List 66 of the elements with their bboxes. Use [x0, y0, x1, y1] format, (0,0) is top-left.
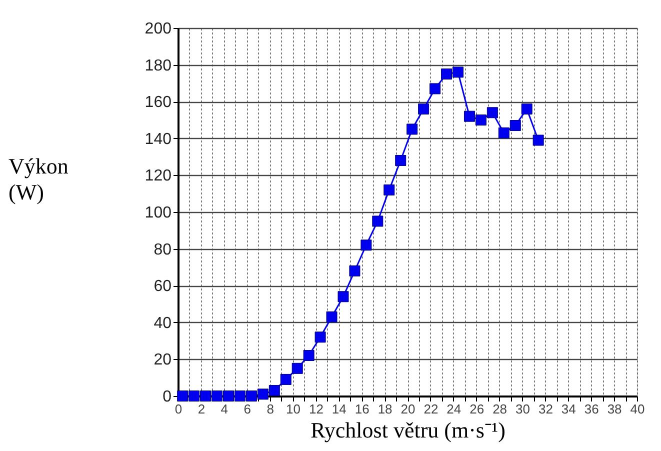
y-tick-label: 60	[154, 278, 172, 296]
point	[486, 107, 498, 118]
point	[430, 83, 441, 94]
point	[418, 103, 430, 114]
point	[200, 390, 212, 402]
y-tick-label: 100	[144, 204, 172, 222]
x-tick-label: 2	[198, 402, 206, 416]
x-tick-label: 38	[607, 402, 622, 416]
point	[326, 311, 338, 322]
x-tick-label: 22	[424, 402, 438, 416]
x-tick-label: 36	[584, 402, 599, 416]
x-tick-label: 8	[266, 402, 274, 416]
point	[246, 390, 257, 402]
point	[268, 384, 280, 396]
point	[212, 390, 223, 402]
x-tick-label: 20	[400, 402, 416, 416]
point	[280, 374, 292, 385]
x-axis-title: Rychlost větru (m·s⁻¹)	[310, 418, 506, 442]
x-tick-label: 10	[286, 402, 300, 416]
y-tick-label: 200	[144, 20, 172, 38]
point	[406, 124, 418, 135]
point	[360, 240, 372, 251]
x-tick-label: 6	[244, 402, 251, 416]
x-tick-label: 32	[538, 402, 553, 416]
y-tick-label: 120	[144, 168, 172, 185]
x-tick-label: 16	[354, 402, 370, 416]
point	[475, 114, 486, 126]
point	[521, 103, 532, 114]
y-tick-label: 140	[144, 130, 172, 148]
x-tick-label: 0	[174, 402, 182, 416]
x-tick-label: 30	[516, 402, 530, 416]
point	[177, 390, 188, 402]
point	[292, 362, 303, 374]
x-tick-label: 40	[630, 402, 645, 416]
x-tick-label: 26	[470, 402, 484, 416]
point	[532, 134, 544, 146]
y-axis-title: Výkon (W)	[8, 154, 68, 204]
point	[303, 350, 314, 362]
point	[452, 66, 464, 78]
point	[372, 216, 384, 227]
point	[314, 332, 326, 343]
y-tick-label: 20	[154, 352, 172, 369]
point	[464, 110, 475, 122]
point	[257, 388, 268, 400]
x-tick-label: 4	[220, 402, 228, 416]
y-tick-label: 80	[154, 241, 172, 258]
x-tick-label: 24	[446, 402, 462, 416]
y-tick-label: 180	[144, 57, 172, 74]
point	[498, 127, 510, 138]
x-tick-label: 34	[561, 402, 576, 416]
y-tick-label: 160	[144, 94, 172, 112]
y-tick-label: 0	[162, 388, 172, 406]
point	[395, 154, 406, 166]
x-tick-label: 18	[378, 402, 392, 416]
point	[349, 265, 360, 276]
point	[441, 68, 452, 80]
y-tick-label: 40	[154, 314, 172, 332]
point	[222, 390, 234, 402]
point	[234, 390, 246, 402]
point	[338, 291, 349, 302]
x-tick-label: 28	[492, 402, 508, 416]
point	[510, 120, 521, 132]
x-tick-label: 14	[332, 402, 346, 416]
point	[188, 390, 200, 402]
x-tick-label: 12	[308, 402, 324, 416]
point	[384, 184, 395, 196]
